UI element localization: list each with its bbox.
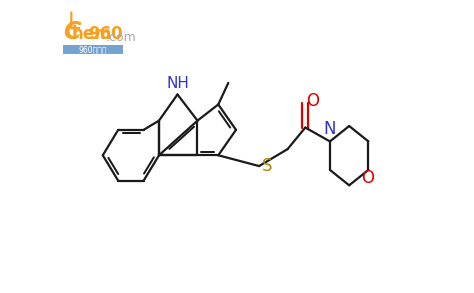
Text: 960化工网: 960化工网 [79,45,107,54]
Text: C: C [63,20,80,44]
Text: hem: hem [71,25,112,43]
FancyBboxPatch shape [63,45,123,54]
Text: O: O [362,168,374,187]
Text: N: N [324,120,336,138]
Text: NH: NH [166,76,189,91]
Text: .com: .com [106,31,137,44]
Text: └: └ [63,16,80,44]
Text: 960: 960 [88,25,123,43]
Text: O: O [307,92,319,110]
Text: S: S [262,157,272,175]
